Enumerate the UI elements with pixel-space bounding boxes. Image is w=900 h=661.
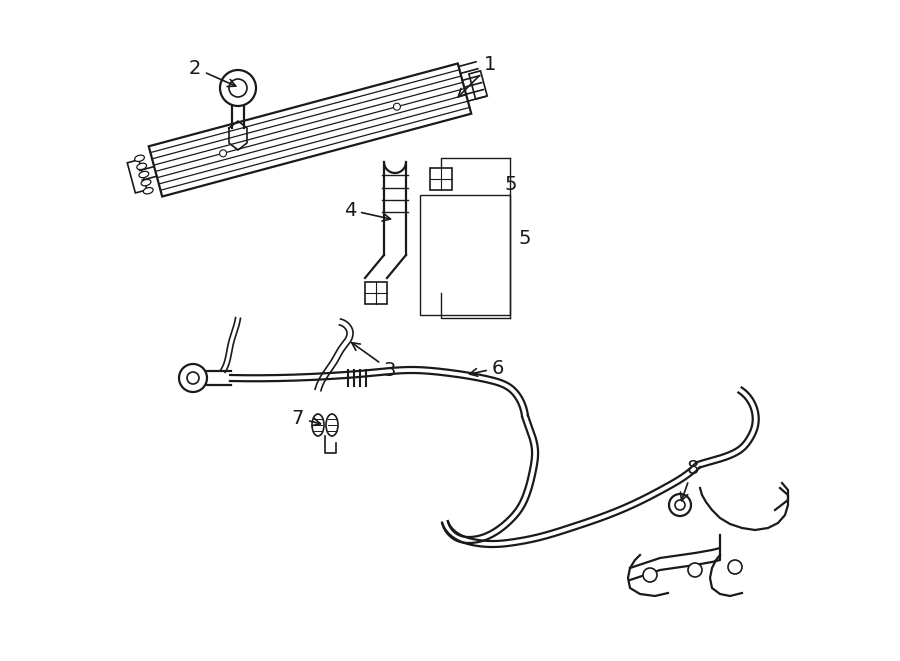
FancyBboxPatch shape xyxy=(365,282,387,304)
Circle shape xyxy=(179,364,207,392)
Ellipse shape xyxy=(139,171,148,178)
Text: 8: 8 xyxy=(680,459,699,500)
Text: 1: 1 xyxy=(458,56,496,97)
Circle shape xyxy=(393,103,400,110)
FancyBboxPatch shape xyxy=(430,168,452,190)
Ellipse shape xyxy=(135,155,144,161)
Ellipse shape xyxy=(137,163,147,170)
Circle shape xyxy=(675,500,685,510)
Text: 7: 7 xyxy=(292,408,320,428)
Circle shape xyxy=(229,79,247,97)
Circle shape xyxy=(669,494,691,516)
Text: 4: 4 xyxy=(344,200,391,221)
Circle shape xyxy=(220,150,227,157)
Text: 5: 5 xyxy=(518,229,530,247)
Ellipse shape xyxy=(143,188,153,194)
Text: 3: 3 xyxy=(352,342,396,379)
FancyBboxPatch shape xyxy=(469,71,487,99)
Ellipse shape xyxy=(312,414,324,436)
Circle shape xyxy=(220,70,256,106)
FancyBboxPatch shape xyxy=(148,63,472,196)
Circle shape xyxy=(187,372,199,384)
Ellipse shape xyxy=(141,179,151,186)
Circle shape xyxy=(688,563,702,577)
Text: 5: 5 xyxy=(505,176,518,194)
Circle shape xyxy=(643,568,657,582)
Text: 6: 6 xyxy=(470,358,504,377)
Ellipse shape xyxy=(326,414,338,436)
FancyBboxPatch shape xyxy=(127,160,147,193)
Text: 2: 2 xyxy=(189,59,236,87)
Circle shape xyxy=(728,560,742,574)
